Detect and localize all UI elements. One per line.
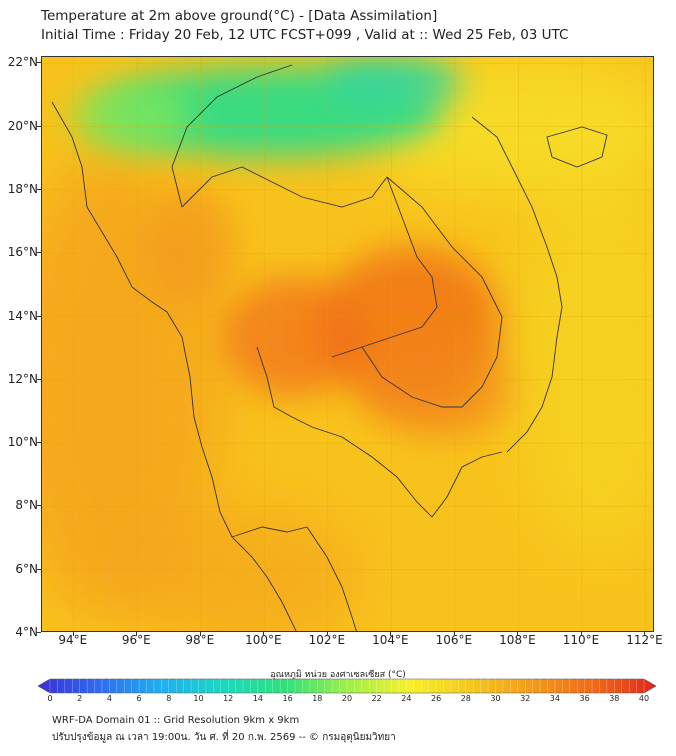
footer-update-info: ปรับปรุงข้อมูล ณ เวลา 19:00น. วัน ศ. ที่… [52, 732, 396, 743]
latitude-tick [37, 632, 41, 633]
latitude-tick [37, 505, 41, 507]
colorbar-tick-label: 32 [520, 694, 531, 703]
border-cambodia [361, 346, 462, 408]
border-thailand-north [181, 166, 388, 208]
colorbar-tick-label: 12 [223, 694, 234, 703]
colorbar-tick-label: 38 [609, 694, 620, 703]
border-malaysia [231, 526, 308, 538]
coastline-malay-east [306, 526, 357, 631]
longitude-label: 96°E [121, 633, 151, 647]
colorbar-tick-label: 0 [47, 694, 53, 703]
longitude-tick [390, 632, 392, 636]
coastline-gulf-thailand [256, 346, 503, 518]
coastline-hainan [546, 126, 608, 168]
latitude-tick [37, 125, 41, 127]
colorbar-tick-label: 2 [77, 694, 83, 703]
latitude-label: 6°N [15, 561, 38, 576]
longitude-tick [136, 632, 138, 636]
longitude-label: 104°E [372, 633, 409, 647]
longitude-label: 110°E [562, 633, 600, 647]
country-borders [51, 64, 608, 631]
colorbar-tick-label: 20 [341, 694, 353, 703]
colorbar-tick-label: 40 [638, 694, 650, 703]
colorbar-tick-label: 14 [252, 694, 263, 703]
longitude-tick [199, 632, 201, 636]
field-region-cool-highlands-east [322, 57, 462, 107]
colorbar-tick-label: 34 [549, 694, 560, 703]
longitude-tick [644, 632, 646, 636]
field-region-cool-west [72, 82, 192, 152]
colorbar-tick-label: 18 [312, 694, 323, 703]
field-region-myanmar-west [147, 187, 237, 307]
longitude-tick [326, 632, 328, 636]
border-myanmar-china [171, 64, 293, 208]
coastline-vietnam [471, 116, 563, 453]
longitude-label: 100°E [245, 633, 282, 647]
colorbar-tick-label: 28 [460, 694, 471, 703]
latitude-label: 10°N [7, 435, 38, 450]
longitude-label: 108°E [499, 633, 536, 647]
latitude-label: 4°N [15, 625, 38, 639]
colorbar-title: อุณหภูมิ หน่วย องศาเซลเซียส (°C) [270, 670, 406, 680]
field-region-cambodia-south [362, 337, 522, 437]
coastline-myanmar-west [51, 101, 297, 631]
graticule [42, 57, 653, 631]
map-subtitle: Initial Time : Friday 20 Feb, 12 UTC FCS… [41, 27, 569, 43]
temperature-map[interactable] [41, 56, 654, 632]
colorbar-tick-label: 22 [371, 694, 382, 703]
colorbar-tick-label: 26 [431, 694, 442, 703]
colorbar-tick-label: 4 [106, 694, 112, 703]
longitude-label: 102°E [308, 633, 346, 647]
colorbar-tick-label: 10 [193, 694, 204, 703]
field-region-south-china-sea [512, 157, 653, 557]
latitude-tick [37, 442, 41, 444]
longitude-label: 106°E [435, 633, 473, 647]
longitude-tick [72, 632, 74, 636]
longitude-label: 112°E [626, 633, 663, 647]
latitude-label: 14°N [7, 308, 38, 323]
colorbar [38, 678, 656, 694]
border-laos-vietnam [386, 176, 503, 408]
latitude-tick [37, 188, 41, 190]
latitude-label: 12°N [7, 371, 38, 386]
colorbar-tick-label: 30 [490, 694, 501, 703]
latitude-label: 20°N [7, 118, 38, 133]
footer-model-info: WRF-DA Domain 01 :: Grid Resolution 9km … [52, 715, 300, 726]
colorbar-tick-label: 24 [401, 694, 412, 703]
latitude-tick [37, 315, 41, 317]
colorbar-tick-label: 8 [166, 694, 172, 703]
latitude-label: 16°N [7, 245, 38, 260]
latitude-label: 22°N [7, 55, 38, 70]
map-canvas [42, 57, 653, 631]
latitude-label: 8°N [15, 498, 38, 513]
field-region-gulf-south [122, 507, 362, 631]
longitude-label: 94°E [58, 633, 88, 647]
latitude-tick [37, 378, 41, 380]
longitude-tick [263, 632, 265, 636]
map-title: Temperature at 2m above ground(°C) - [Da… [41, 8, 438, 24]
latitude-tick [37, 252, 41, 254]
colorbar-tick-label: 6 [136, 694, 142, 703]
longitude-tick [453, 632, 455, 636]
latitude-tick [37, 62, 41, 64]
colorbar-tick-label: 36 [579, 694, 590, 703]
border-thailand-east [331, 176, 438, 358]
longitude-tick [580, 632, 582, 636]
longitude-label: 98°E [185, 633, 215, 647]
colorbar-tick-label: 16 [282, 694, 293, 703]
latitude-label: 18°N [7, 181, 38, 196]
latitude-tick [37, 568, 41, 570]
longitude-tick [517, 632, 519, 636]
temperature-field-layer [42, 57, 653, 631]
